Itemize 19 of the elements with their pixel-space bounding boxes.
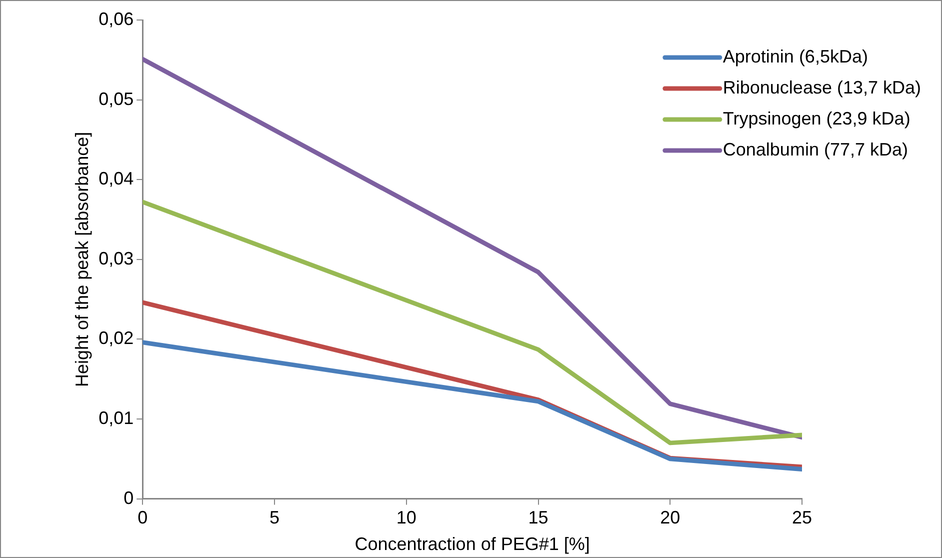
y-tick-label: 0,03 <box>98 248 134 268</box>
legend-label: Conalbumin (77,7 kDa) <box>722 139 908 160</box>
y-tick-label: 0,05 <box>98 88 134 109</box>
y-tick-label: 0 <box>124 488 134 508</box>
x-tick-label: 10 <box>396 508 416 528</box>
legend-label: Ribonuclease (13,7 kDa) <box>722 77 922 98</box>
y-tick-label: 0,04 <box>98 168 134 189</box>
y-axis-title: Height of the peak [absorbance] <box>72 132 92 387</box>
y-tick-label: 0,06 <box>98 8 134 29</box>
x-tick-label: 0 <box>138 508 148 528</box>
x-tick-label: 5 <box>270 508 280 528</box>
x-axis-title: Concentraction of PEG#1 [%] <box>354 534 590 554</box>
x-tick-label: 25 <box>792 508 812 528</box>
x-tick-label: 20 <box>660 508 680 528</box>
legend-label: Trypsinogen (23,9 kDa) <box>722 108 910 128</box>
y-tick-label: 0,01 <box>98 408 134 428</box>
x-tick-label: 15 <box>528 508 548 528</box>
legend-label: Aprotinin (6,5kDa) <box>722 46 868 66</box>
y-tick-label: 0,02 <box>98 328 134 348</box>
